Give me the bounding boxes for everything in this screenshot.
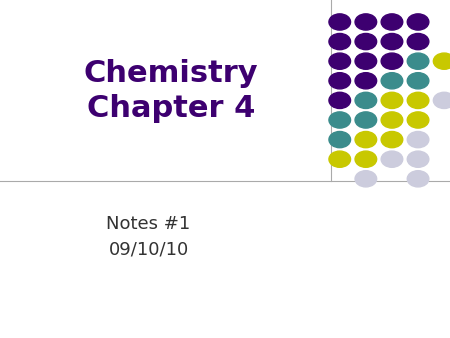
- Text: Notes #1
09/10/10: Notes #1 09/10/10: [106, 215, 191, 258]
- Circle shape: [355, 112, 377, 128]
- Circle shape: [355, 171, 377, 187]
- Circle shape: [407, 131, 429, 148]
- Circle shape: [355, 33, 377, 50]
- Circle shape: [355, 73, 377, 89]
- Circle shape: [329, 73, 351, 89]
- Circle shape: [381, 33, 403, 50]
- Text: Chemistry
Chapter 4: Chemistry Chapter 4: [84, 59, 258, 123]
- Circle shape: [381, 53, 403, 69]
- Circle shape: [407, 14, 429, 30]
- Circle shape: [407, 112, 429, 128]
- Circle shape: [355, 131, 377, 148]
- Circle shape: [407, 151, 429, 167]
- Circle shape: [355, 151, 377, 167]
- Circle shape: [433, 53, 450, 69]
- Circle shape: [381, 14, 403, 30]
- Circle shape: [407, 33, 429, 50]
- Circle shape: [381, 73, 403, 89]
- Circle shape: [329, 14, 351, 30]
- Circle shape: [407, 171, 429, 187]
- Circle shape: [407, 73, 429, 89]
- Circle shape: [329, 112, 351, 128]
- Circle shape: [407, 92, 429, 108]
- Circle shape: [329, 131, 351, 148]
- Circle shape: [329, 53, 351, 69]
- Circle shape: [329, 151, 351, 167]
- Circle shape: [355, 92, 377, 108]
- Circle shape: [355, 53, 377, 69]
- Circle shape: [381, 92, 403, 108]
- Circle shape: [381, 151, 403, 167]
- Circle shape: [381, 131, 403, 148]
- Circle shape: [329, 92, 351, 108]
- Circle shape: [381, 112, 403, 128]
- Circle shape: [407, 53, 429, 69]
- Circle shape: [433, 92, 450, 108]
- Circle shape: [329, 33, 351, 50]
- Circle shape: [355, 14, 377, 30]
